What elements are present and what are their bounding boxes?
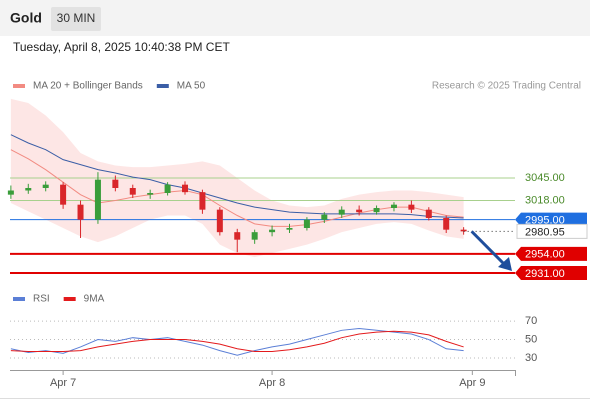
y-tick-label: 70 [525,315,537,327]
timeframe-badge[interactable] [51,7,101,31]
level-tag [515,246,587,261]
legend-swatch [13,297,25,301]
legend-label: 9MA [84,294,105,305]
candle-body [164,184,171,193]
current-price-label: 2980.95 [525,226,565,238]
candle-body [147,193,154,195]
legend-swatch [156,84,169,88]
current-price-tag [516,223,588,239]
candle-body [25,188,32,191]
candle-body [338,209,345,215]
candle-body [216,209,223,233]
candle-body [112,179,119,188]
level-label: 3045.00 [525,172,565,184]
candle-body [303,219,310,228]
candle-body [42,184,49,188]
candle-body [408,204,415,210]
candle-body [60,184,67,205]
candle-body [199,192,206,210]
x-tick-label: Apr 8 [259,377,285,389]
level-label: 2995.00 [525,215,565,227]
candle-body [94,179,101,220]
legend-label: MA 20 + Bollinger Bands [33,81,143,92]
level-label: 2954.00 [525,249,565,261]
candle-body [7,190,14,195]
candle-body [269,229,276,233]
candle-body [443,218,450,230]
legend-label: MA 50 [177,81,206,92]
level-tag [515,212,587,227]
candle-body [460,229,467,232]
y-tick-label: 30 [525,352,537,364]
ma-line [10,134,464,219]
level-label: 3018.00 [525,194,565,206]
forecast-arrow [470,230,509,269]
y-tick-label: 50 [525,333,537,345]
ma-line [10,149,464,227]
legend-swatch [13,84,25,88]
legend-swatch [63,297,76,301]
candle-body [77,204,84,220]
rsi-line [10,330,464,353]
candle-body [425,209,432,218]
legend-label: RSI [33,294,50,305]
x-tick-label: Apr 9 [459,377,485,389]
candle-body [129,188,136,195]
candle-body [356,209,363,213]
candle-body [286,228,293,230]
rsi-line [10,327,464,356]
datetime: Tuesday, April 8, 2025 10:40:38 PM CET [13,40,230,54]
level-tag [515,266,587,280]
level-label: 2931.00 [525,268,565,280]
candle-body [182,184,189,193]
candle-body [373,208,380,213]
candle-body [321,214,328,220]
x-tick-label: Apr 7 [50,377,76,389]
timeframe[interactable]: 30 MIN [57,11,96,25]
candle-body [390,204,397,208]
symbol: Gold [10,10,42,26]
credit: Research © 2025 Trading Central [432,81,581,92]
forecast-arrowhead [498,257,512,271]
candle-body [251,232,258,240]
candle-body [234,232,241,240]
